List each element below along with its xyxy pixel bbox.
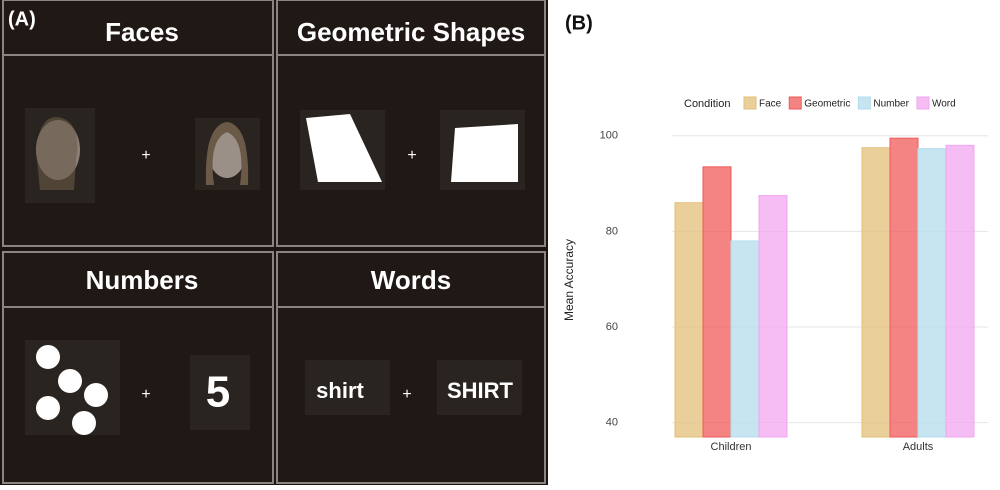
legend-swatch [788,96,802,110]
word-image [437,360,522,415]
chart: 40 60 80 100 Children Adults Face Geometric Numb… [600,96,988,453]
fixation: + [141,147,150,164]
x-tick-label: Adults [903,441,934,453]
digit-image [190,355,250,430]
bar [945,144,975,438]
panel-label: (B) [565,12,593,34]
panel-title: Words [371,265,451,295]
word: SHIRT [447,378,514,403]
shape [451,124,518,182]
fixation: + [141,386,150,403]
bar [674,202,704,438]
dot [72,411,96,435]
legend-swatch [916,96,930,110]
shape [306,114,382,182]
word-image [305,360,390,415]
y-tick-label: 60 [606,321,618,333]
bar [730,240,760,438]
word: shirt [316,378,364,403]
legend-label: Word [932,99,956,110]
legend-swatch [743,96,757,110]
y-tick-label: 40 [606,417,618,429]
bar [702,166,732,438]
y-tick-label: 80 [606,225,618,237]
y-tick-label: 100 [600,130,618,142]
legend-label: Number [873,99,909,110]
bar [861,147,891,438]
bar [889,137,919,438]
panel-label: (A) [8,8,36,30]
dot [84,383,108,407]
fixation: + [402,386,411,403]
panel-title: Numbers [86,265,199,295]
hair [205,122,249,185]
panel-title: Faces [105,17,179,47]
panel-title: Geometric Shapes [297,17,525,47]
x-tick-label: Children [711,441,752,453]
y-axis-label: Mean Accuracy [562,239,576,321]
dot [36,345,60,369]
bar [917,148,947,438]
legend-title: Condition [684,98,730,110]
hair [36,117,78,190]
panel-a: (A) Faces Geometric Shapes Numbers Words… [0,0,548,485]
legend-swatch [857,96,871,110]
bar [758,195,788,438]
legend-label: Geometric [804,99,850,110]
digit: 5 [206,368,230,417]
fixation: + [407,147,416,164]
dot [58,369,82,393]
dot [36,396,60,420]
legend-label: Face [759,99,782,110]
